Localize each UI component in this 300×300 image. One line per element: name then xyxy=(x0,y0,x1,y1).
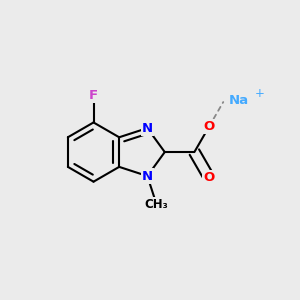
Text: Na: Na xyxy=(229,94,249,107)
Text: +: + xyxy=(254,88,264,100)
Text: N: N xyxy=(142,122,153,135)
Text: N: N xyxy=(142,169,153,182)
Text: CH₃: CH₃ xyxy=(145,198,168,211)
Text: O: O xyxy=(203,171,215,184)
Text: O: O xyxy=(203,120,215,133)
Text: F: F xyxy=(89,89,98,102)
